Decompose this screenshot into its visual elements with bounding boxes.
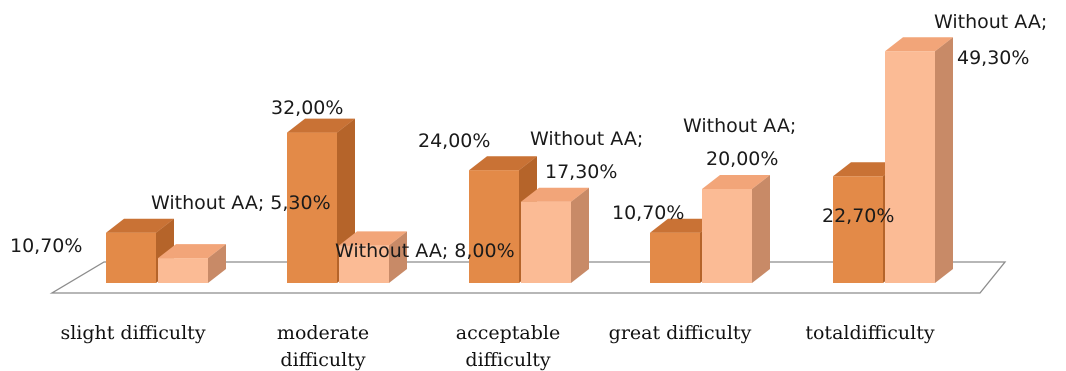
- bar-s1-acceptable-difficulty: [469, 170, 519, 283]
- category-label-slight-difficulty: slight difficulty: [60, 322, 205, 344]
- data-label-s2-moderate-difficulty: Without AA; 8,00%: [335, 240, 515, 262]
- category-label-totaldifficulty: totaldifficulty: [805, 322, 935, 344]
- bar-side-s2-slight-difficulty: [208, 244, 226, 283]
- data-label-s2-totaldifficulty: Without AA; 49,30%: [934, 11, 1047, 69]
- bar-s2-acceptable-difficulty: [521, 201, 571, 283]
- bar-top-s2-acceptable-difficulty: [521, 187, 589, 202]
- category-label-moderate-difficulty: moderate difficulty: [277, 322, 369, 371]
- category-label-great-difficulty: great difficulty: [609, 322, 752, 344]
- bar-top-s1-great-difficulty: [650, 218, 718, 233]
- bar-top-s1-acceptable-difficulty: [469, 156, 537, 171]
- bar-side-s2-moderate-difficulty: [389, 231, 407, 283]
- bar-s1-slight-difficulty: [106, 232, 156, 283]
- bar-s2-moderate-difficulty: [339, 245, 389, 283]
- bar-side-s2-acceptable-difficulty: [571, 187, 589, 283]
- data-label-s2-great-difficulty: Without AA; 20,00%: [683, 115, 796, 170]
- bar-top-s2-slight-difficulty: [158, 244, 226, 259]
- bar-s1-totaldifficulty: [833, 176, 883, 283]
- bar-top-s1-moderate-difficulty: [287, 118, 355, 133]
- bar-top-s2-great-difficulty: [702, 175, 770, 189]
- bar-top-s1-totaldifficulty: [833, 162, 901, 177]
- data-label-s1-slight-difficulty: 10,70%: [10, 235, 82, 257]
- bar-s2-great-difficulty: [702, 189, 752, 283]
- bar-side-s2-totaldifficulty: [935, 37, 953, 283]
- data-label-s1-totaldifficulty: 22,70%: [822, 205, 894, 227]
- category-label-acceptable-difficulty: acceptable difficulty: [456, 322, 560, 371]
- data-label-s2-slight-difficulty: Without AA; 5,30%: [151, 192, 331, 214]
- data-label-s2-acceptable-difficulty: Without AA; 17,30%: [530, 128, 643, 183]
- bar-s1-moderate-difficulty: [287, 132, 337, 283]
- data-label-s1-acceptable-difficulty: 24,00%: [418, 130, 490, 152]
- bar-s2-totaldifficulty: [885, 51, 935, 283]
- bar-top-s2-moderate-difficulty: [339, 231, 407, 246]
- data-label-s1-moderate-difficulty: 32,00%: [271, 97, 343, 119]
- data-label-s1-great-difficulty: 10,70%: [612, 202, 684, 224]
- bar-s2-slight-difficulty: [158, 258, 208, 283]
- bar-top-s2-totaldifficulty: [885, 37, 953, 52]
- bar-side-s2-great-difficulty: [752, 175, 770, 283]
- bar-s1-great-difficulty: [650, 232, 700, 283]
- bar-top-s1-slight-difficulty: [106, 218, 174, 233]
